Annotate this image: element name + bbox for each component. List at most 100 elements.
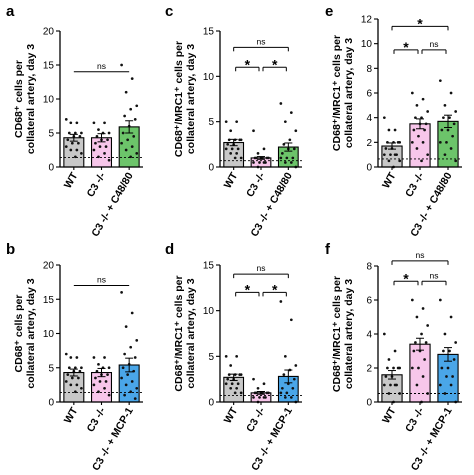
data-point: [92, 121, 96, 125]
y-tick-label: 6: [366, 296, 372, 307]
data-point: [120, 141, 123, 145]
data-point: [124, 325, 128, 328]
data-point: [235, 120, 239, 124]
data-point: [123, 114, 126, 118]
y-axis-label-line1: CD68⁺/MRC1⁺ cells per: [173, 41, 185, 157]
data-point: [279, 300, 283, 303]
data-point: [230, 147, 234, 151]
data-point: [279, 391, 283, 395]
data-point: [454, 341, 458, 344]
data-point: [69, 148, 73, 152]
panel-a: a CD68⁺ cells percollateral artery, day 3…: [6, 3, 143, 239]
data-point: [226, 142, 230, 146]
data-point: [279, 156, 283, 160]
data-point: [258, 396, 261, 399]
data-point: [94, 376, 97, 380]
significance-label: *: [272, 281, 278, 297]
significance-label: *: [417, 15, 423, 31]
data-point: [256, 152, 260, 155]
data-point: [121, 366, 125, 370]
significance-label: ns: [257, 36, 266, 46]
data-point: [289, 396, 293, 399]
y-axis-label-line1: CD68⁺ cells per: [13, 60, 25, 138]
significance-label: ns: [416, 250, 425, 260]
data-point: [417, 134, 420, 138]
data-point: [252, 377, 255, 381]
y-tick-label: 15: [43, 61, 55, 72]
data-point: [449, 147, 453, 150]
data-point: [426, 153, 430, 157]
significance-label: ns: [430, 39, 439, 49]
data-point: [289, 111, 293, 114]
data-point: [288, 138, 292, 142]
data-point: [104, 380, 108, 383]
data-point: [135, 386, 139, 390]
data-point: [384, 375, 388, 378]
data-point: [80, 366, 83, 370]
data-point: [239, 391, 243, 395]
x-tick-label: C3 -/-: [85, 405, 109, 434]
significance-label: *: [403, 39, 409, 55]
data-point: [133, 118, 137, 121]
data-point: [75, 356, 79, 359]
data-point: [398, 159, 402, 163]
panel-letter: d: [165, 241, 174, 258]
data-point: [103, 152, 106, 155]
data-point: [448, 349, 451, 353]
y-axis-label: CD68⁺ cells percollateral artery, day 3: [13, 44, 37, 154]
data-point: [124, 148, 128, 152]
panel-letter: a: [6, 3, 15, 20]
data-point: [393, 128, 397, 132]
data-point: [448, 116, 451, 120]
data-point: [393, 349, 397, 353]
data-point: [262, 147, 266, 151]
data-point: [451, 375, 454, 378]
data-point: [97, 362, 100, 366]
significance-label: *: [272, 56, 278, 72]
data-point: [126, 373, 130, 376]
data-point: [389, 153, 392, 157]
data-point: [224, 147, 228, 151]
y-tick-label: 15: [203, 261, 215, 272]
data-point: [235, 152, 239, 155]
data-point: [440, 128, 444, 132]
data-point: [283, 354, 287, 358]
y-tick-label: 8: [366, 262, 372, 273]
y-tick-label: 5: [48, 363, 54, 374]
data-point: [291, 156, 295, 160]
data-point: [107, 366, 111, 370]
y-tick-label: 5: [48, 129, 54, 140]
data-point: [73, 366, 77, 370]
data-point: [415, 383, 419, 387]
data-point: [253, 156, 257, 160]
data-point: [449, 383, 453, 387]
data-point: [262, 161, 266, 164]
y-axis-label-line1: CD68⁺/MRC1⁺ cells per: [173, 275, 185, 391]
data-point: [415, 103, 419, 107]
data-point: [120, 291, 123, 294]
data-point: [78, 369, 82, 373]
y-axis-label: CD68⁺/MRC1⁺ cells percollateral artery, …: [331, 276, 355, 392]
data-point: [256, 386, 260, 390]
y-tick-label: 10: [203, 306, 215, 317]
data-point: [230, 382, 234, 386]
data-point: [292, 377, 296, 381]
x-tick-label: WT: [222, 170, 241, 191]
data-point: [446, 366, 450, 370]
data-point: [442, 116, 445, 120]
data-point: [252, 129, 255, 133]
data-point: [451, 134, 454, 138]
data-point: [229, 129, 233, 133]
data-point: [80, 131, 83, 135]
data-point: [387, 128, 391, 132]
x-tick-label: C3 -/-: [244, 170, 268, 199]
y-tick-label: 10: [361, 39, 373, 50]
data-point: [393, 383, 397, 387]
data-point: [281, 386, 284, 390]
data-point: [392, 366, 395, 370]
data-point: [421, 375, 425, 378]
data-point: [98, 380, 102, 383]
data-point: [130, 145, 134, 148]
y-tick-label: 20: [43, 27, 55, 38]
